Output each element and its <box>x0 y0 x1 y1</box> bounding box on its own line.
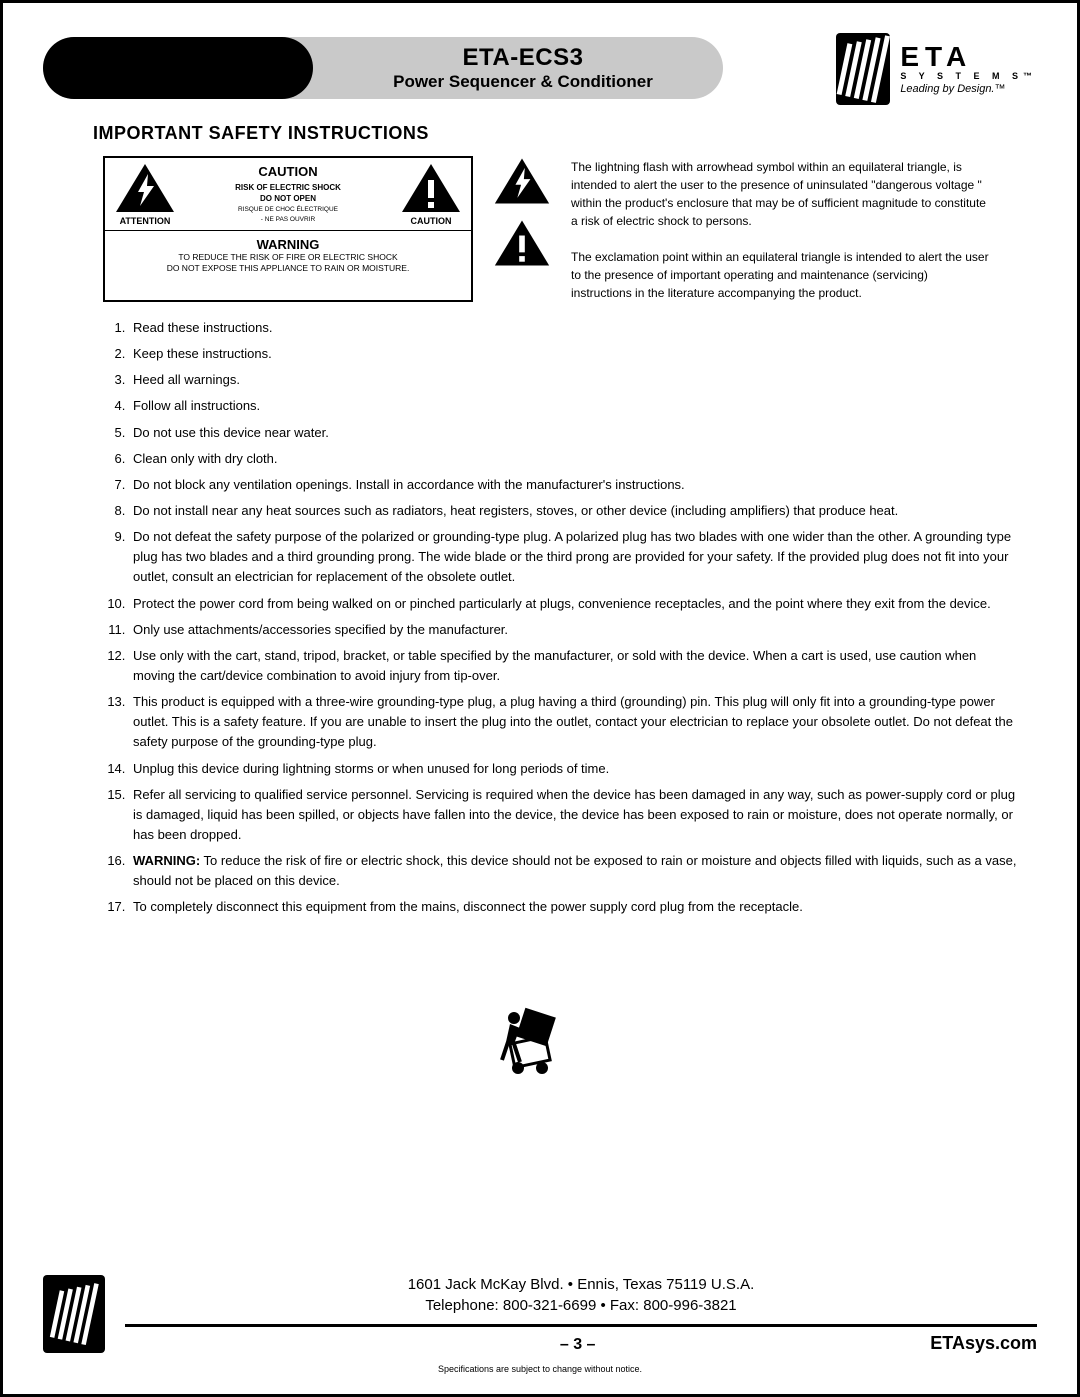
instruction-item: Only use attachments/accessories specifi… <box>129 620 1017 640</box>
instruction-item: Follow all instructions. <box>129 396 1017 416</box>
brand-logo-text-block: ETA S Y S T E M S™ Leading by Design.™ <box>900 43 1037 95</box>
brand-name: ETA <box>900 43 1037 71</box>
exclamation-description: The exclamation point within an equilate… <box>571 248 991 302</box>
lightning-icon <box>493 156 551 206</box>
exclamation-icon <box>493 218 551 268</box>
page-footer: 1601 Jack McKay Blvd. • Ennis, Texas 751… <box>43 1274 1037 1374</box>
caution-line2: DO NOT OPEN <box>189 194 387 204</box>
instruction-item: Protect the power cord from being walked… <box>129 594 1017 614</box>
brand-systems: S Y S T E M S™ <box>900 71 1037 81</box>
product-subtitle: Power Sequencer & Conditioner <box>323 72 723 92</box>
footer-divider <box>125 1324 1037 1327</box>
lightning-triangle-left: ATTENTION <box>105 158 185 230</box>
instruction-item: Keep these instructions. <box>129 344 1017 364</box>
instruction-item: Do not defeat the safety purpose of the … <box>129 527 1017 587</box>
instruction-item: Do not block any ventilation openings. I… <box>129 475 1017 495</box>
exclamation-triangle-right: CAUTION <box>391 158 471 230</box>
attention-label: ATTENTION <box>120 216 171 226</box>
header-pill: ETA-ECS3 Power Sequencer & Conditioner <box>43 37 723 99</box>
header-title-block: ETA-ECS3 Power Sequencer & Conditioner <box>313 44 723 92</box>
warning-title: WARNING <box>115 237 461 252</box>
footer-address-line2: Telephone: 800-321-6699 • Fax: 800-996-3… <box>125 1295 1037 1316</box>
instruction-item: Refer all servicing to qualified service… <box>129 785 1017 845</box>
footer-logo-mark <box>43 1275 105 1353</box>
caution-center-text: CAUTION RISK OF ELECTRIC SHOCK DO NOT OP… <box>185 158 391 230</box>
brand-logo-mark <box>836 33 890 105</box>
brand-tagline: Leading by Design.™ <box>900 83 1037 95</box>
caution-box: ATTENTION CAUTION RISK OF ELECTRIC SHOCK… <box>103 156 473 302</box>
brand-logo: ETA S Y S T E M S™ Leading by Design.™ <box>836 33 1037 105</box>
footer-address: 1601 Jack McKay Blvd. • Ennis, Texas 751… <box>125 1274 1037 1324</box>
instruction-item: Do not use this device near water. <box>129 423 1017 443</box>
caution-label: CAUTION <box>411 216 452 226</box>
caution-line3: RISQUE DE CHOC ÉLECTRIQUE <box>189 206 387 214</box>
page-number: – 3 – <box>225 1336 930 1354</box>
section-title: IMPORTANT SAFETY INSTRUCTIONS <box>93 123 1037 144</box>
footer-address-line1: 1601 Jack McKay Blvd. • Ennis, Texas 751… <box>125 1274 1037 1295</box>
warning-line2: DO NOT EXPOSE THIS APPLIANCE TO RAIN OR … <box>115 263 461 274</box>
product-code: ETA-ECS3 <box>323 44 723 72</box>
cart-tipover-icon <box>43 998 1037 1083</box>
warning-bottom: WARNING TO REDUCE THE RISK OF FIRE OR EL… <box>105 231 471 280</box>
caution-line4: - NE PAS OUVRIR <box>189 216 387 224</box>
footer-disclaimer: Specifications are subject to change wit… <box>43 1364 1037 1374</box>
instructions-list: Read these instructions. Keep these instr… <box>103 318 1017 918</box>
instruction-item: This product is equipped with a three-wi… <box>129 692 1017 752</box>
symbol-description-column: The lightning flash with arrowhead symbo… <box>571 156 991 302</box>
caution-top-row: ATTENTION CAUTION RISK OF ELECTRIC SHOCK… <box>105 158 471 231</box>
instruction-item: Unplug this device during lightning stor… <box>129 759 1017 779</box>
footer-bottom-row: – 3 – ETAsys.com <box>125 1333 1037 1354</box>
instruction-item: Heed all warnings. <box>129 370 1017 390</box>
caution-line1: RISK OF ELECTRIC SHOCK <box>189 183 387 193</box>
caution-title: CAUTION <box>189 164 387 179</box>
instruction-item: Use only with the cart, stand, tripod, b… <box>129 646 1017 686</box>
footer-website: ETAsys.com <box>930 1333 1037 1354</box>
instruction-item: Do not install near any heat sources suc… <box>129 501 1017 521</box>
page-header: ETA-ECS3 Power Sequencer & Conditioner E… <box>43 33 1037 103</box>
instruction-item: Read these instructions. <box>129 318 1017 338</box>
warning-panel: ATTENTION CAUTION RISK OF ELECTRIC SHOCK… <box>103 156 1037 302</box>
instruction-item: WARNING: To reduce the risk of fire or e… <box>129 851 1017 891</box>
instruction-item: To completely disconnect this equipment … <box>129 897 1017 917</box>
lightning-description: The lightning flash with arrowhead symbo… <box>571 158 991 230</box>
warning-line1: TO REDUCE THE RISK OF FIRE OR ELECTRIC S… <box>115 252 461 263</box>
header-black-cap <box>43 37 313 99</box>
instruction-item: Clean only with dry cloth. <box>129 449 1017 469</box>
symbol-icon-column <box>493 156 551 302</box>
